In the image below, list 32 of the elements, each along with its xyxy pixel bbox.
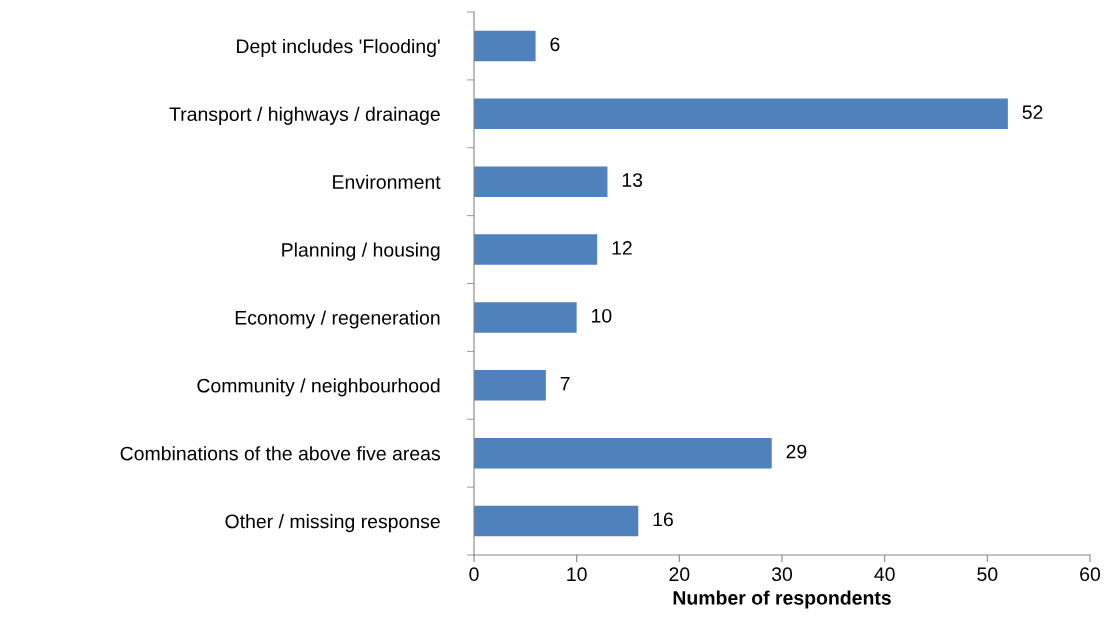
y-tick-label: Economy / regeneration	[235, 310, 440, 329]
y-tick-label: Other / missing response	[225, 514, 440, 533]
bar	[474, 437, 772, 469]
y-tick-label: Environment	[333, 174, 441, 189]
x-tick-label: 40	[874, 567, 895, 582]
y-tick-label: Planning / housing	[282, 242, 440, 261]
bar	[474, 30, 536, 62]
x-tick-label: 50	[977, 567, 998, 582]
y-tick-label: Transport / highways / drainage	[169, 106, 440, 125]
bar	[474, 234, 598, 265]
bar	[474, 166, 608, 197]
data-label: 7	[560, 376, 570, 391]
data-label: 6	[550, 37, 560, 52]
data-label: 52	[1022, 105, 1043, 120]
x-tick-label: 0	[469, 567, 479, 582]
y-tick-label: Community / neighbourhood	[197, 378, 440, 397]
data-label: 29	[786, 444, 807, 459]
bar	[474, 302, 577, 333]
bar	[474, 370, 546, 401]
bar	[474, 505, 639, 537]
x-tick-label: 20	[669, 567, 690, 582]
data-label: 16	[653, 512, 673, 527]
y-tick-label: Dept includes 'Flooding'	[237, 38, 440, 58]
x-tick-label: 10	[567, 567, 587, 582]
y-tick-label: Combinations of the above five areas	[120, 446, 440, 461]
x-tick-label: 30	[771, 567, 793, 582]
bar	[474, 98, 1008, 130]
x-axis-title: Number of respondents	[673, 590, 891, 609]
data-label: 12	[612, 241, 632, 255]
data-label: 13	[622, 173, 643, 187]
x-tick-label: 60	[1080, 567, 1101, 582]
data-label: 10	[592, 308, 612, 323]
